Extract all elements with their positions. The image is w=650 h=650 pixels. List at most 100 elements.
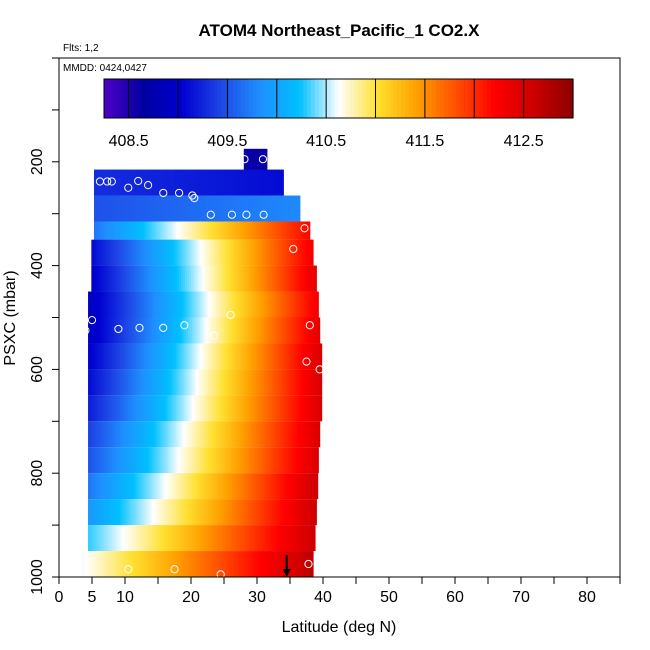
heatmap-cell <box>280 291 283 318</box>
heatmap-cell <box>119 369 123 396</box>
colorbar-swatch <box>365 79 371 118</box>
heatmap-cell <box>171 169 175 196</box>
heatmap-cell <box>92 473 95 500</box>
heatmap-cell <box>189 195 193 222</box>
heatmap-cell <box>277 473 281 500</box>
heatmap-cell <box>288 291 291 318</box>
heatmap-cell <box>115 369 119 396</box>
heatmap-cell <box>114 499 117 526</box>
heatmap-cell <box>243 317 247 344</box>
heatmap-cell <box>295 195 299 222</box>
heatmap-cell <box>275 169 278 196</box>
heatmap-cell <box>271 317 275 344</box>
heatmap-cell <box>298 265 301 292</box>
heatmap-cell <box>133 369 137 396</box>
heatmap-cell <box>144 499 147 526</box>
heatmap-cell <box>213 369 217 396</box>
heatmap-cell <box>259 317 263 344</box>
heatmap-cell <box>110 343 113 370</box>
colorbar-swatch <box>494 79 500 118</box>
heatmap-cell <box>269 239 272 266</box>
heatmap-cell <box>103 239 106 266</box>
heatmap-cell <box>90 291 93 318</box>
heatmap-cell <box>187 421 191 448</box>
heatmap-cell <box>278 265 282 292</box>
heatmap-cell <box>212 499 215 526</box>
heatmap-cell <box>282 447 285 474</box>
colorbar-swatch <box>428 79 433 118</box>
heatmap-cell <box>257 195 261 222</box>
heatmap-cell <box>242 291 245 318</box>
heatmap-cell <box>103 265 106 292</box>
heatmap-cell <box>300 499 303 526</box>
heatmap-cell <box>209 221 213 240</box>
heatmap-cell <box>123 195 127 222</box>
heatmap-cell <box>157 317 161 344</box>
heatmap-cell <box>169 265 172 292</box>
heatmap-cell <box>230 291 233 318</box>
heatmap-cell <box>136 499 139 526</box>
heatmap-cell <box>245 239 248 266</box>
heatmap-cell <box>185 317 189 344</box>
heatmap-cell <box>286 265 290 292</box>
heatmap-cell <box>217 395 221 422</box>
heatmap-cell <box>253 369 257 396</box>
heatmap-cell <box>267 551 270 577</box>
heatmap-cell <box>214 291 217 318</box>
heatmap-cell <box>224 499 227 526</box>
heatmap-cell <box>155 551 159 577</box>
heatmap-cell <box>209 421 213 448</box>
heatmap-cell <box>137 525 141 552</box>
heatmap-cell <box>93 221 97 240</box>
heatmap-cell <box>209 343 213 370</box>
heatmap-cell <box>120 499 123 526</box>
heatmap-cell <box>267 239 270 266</box>
colorbar-tick-label: 409.5 <box>207 133 247 150</box>
heatmap-cell <box>309 551 312 577</box>
heatmap-cell <box>158 499 161 526</box>
heatmap-cell <box>316 291 319 318</box>
heatmap-cell <box>168 499 171 526</box>
heatmap-cell <box>249 343 253 370</box>
heatmap-cell <box>251 239 254 266</box>
heatmap-cell <box>193 551 197 577</box>
heatmap-cell <box>127 525 131 552</box>
colorbar-swatch <box>107 79 113 118</box>
heatmap-cell <box>275 221 279 240</box>
heatmap-cell <box>279 317 283 344</box>
heatmap-cell <box>283 473 287 500</box>
heatmap-cell <box>203 473 207 500</box>
heatmap-cell <box>315 369 319 396</box>
heatmap-cell <box>273 239 276 266</box>
heatmap-cell <box>263 343 267 370</box>
heatmap-cell <box>177 395 181 422</box>
heatmap-cell <box>129 195 133 222</box>
heatmap-cell <box>271 421 275 448</box>
heatmap-cell <box>268 291 271 318</box>
marker-arrow-head <box>282 569 291 577</box>
heatmap-cell <box>241 395 245 422</box>
heatmap-cell <box>204 447 207 474</box>
heatmap-cell <box>141 369 145 396</box>
heatmap-cell <box>119 239 122 266</box>
heatmap-cell <box>121 343 125 370</box>
heatmap-cell <box>178 499 181 526</box>
x-tick-label: 60 <box>446 589 464 606</box>
heatmap-cell <box>301 551 304 577</box>
heatmap-cell <box>88 343 91 370</box>
heatmap-cell <box>128 499 131 526</box>
heatmap-cell <box>198 499 201 526</box>
heatmap-cell <box>283 525 286 552</box>
heatmap-cell <box>176 265 180 292</box>
heatmap-cell <box>312 499 315 526</box>
heatmap-cell <box>123 169 127 196</box>
heatmap-cell <box>207 421 211 448</box>
colorbar-swatch <box>217 79 222 118</box>
heatmap-cell <box>259 148 262 173</box>
heatmap-cell <box>165 169 169 196</box>
heatmap-cell <box>219 169 223 196</box>
heatmap-cell <box>171 421 175 448</box>
heatmap-cell <box>215 195 219 222</box>
heatmap-cell <box>257 525 260 552</box>
